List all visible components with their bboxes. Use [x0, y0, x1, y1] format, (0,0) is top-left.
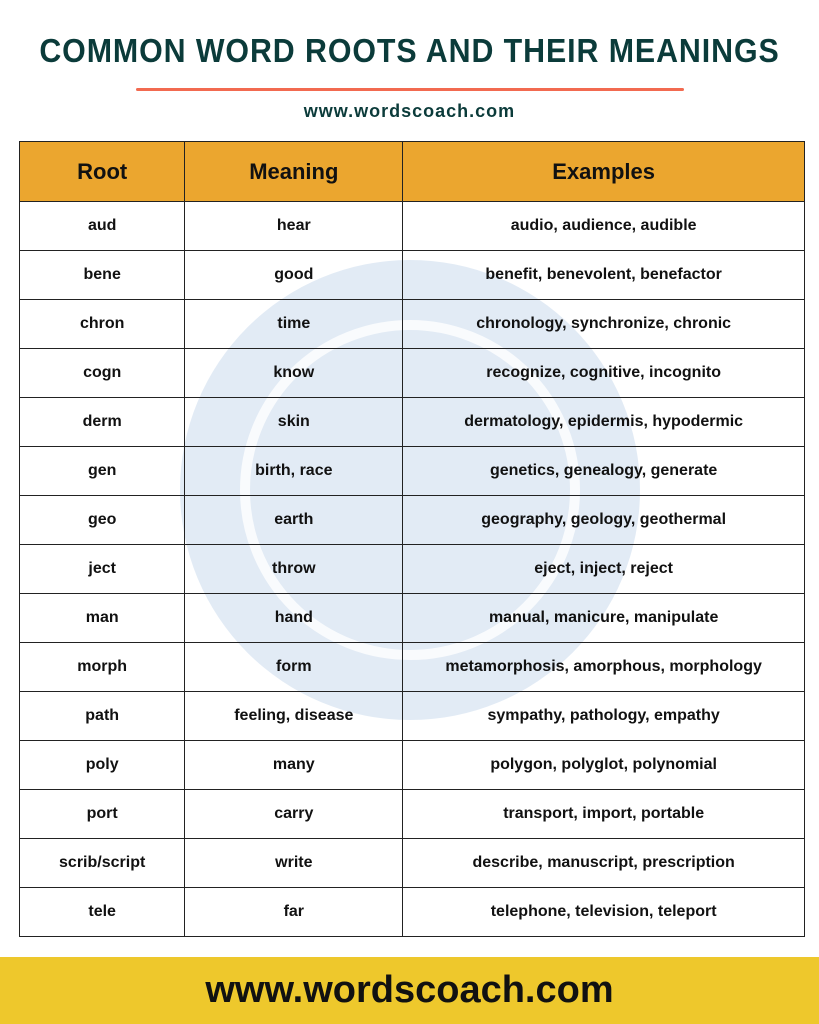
column-header-meaning: Meaning [184, 141, 404, 202]
root-cell: ject [18, 544, 186, 594]
examples-cell: metamorphosis, amorphous, morphology [402, 642, 805, 692]
table-row: ject throw eject, inject, reject [18, 544, 805, 594]
meaning-cell: good [184, 250, 404, 300]
examples-cell: polygon, polyglot, polynomial [402, 740, 805, 790]
meaning-cell: hear [184, 201, 404, 251]
examples-cell: transport, import, portable [402, 789, 805, 839]
site-url: www.wordscoach.com [303, 101, 516, 121]
meaning-cell: throw [184, 544, 404, 594]
meaning-cell: know [184, 348, 404, 398]
meaning-cell: birth, race [184, 446, 404, 496]
footer-banner: www.wordscoach.com [0, 957, 819, 1024]
table-row: port carry transport, import, portable [18, 789, 805, 839]
table-row: chron time chronology, synchronize, chroni… [18, 299, 805, 349]
root-cell: bene [18, 250, 186, 300]
root-cell: geo [18, 495, 186, 545]
root-cell: derm [18, 397, 186, 447]
root-cell: scrib/script [18, 838, 186, 888]
examples-cell: recognize, cognitive, incognito [402, 348, 805, 398]
meaning-cell: time [184, 299, 404, 349]
examples-cell: describe, manuscript, prescription [402, 838, 805, 888]
page-title: COMMON WORD ROOTS AND THEIR MEANINGS [39, 32, 780, 69]
root-cell: path [18, 691, 186, 741]
meaning-cell: form [184, 642, 404, 692]
word-roots-table: Root Meaning Examples aud hear audio, audien… [18, 141, 805, 937]
meaning-cell: many [184, 740, 404, 790]
table-row: poly many polygon, polyglot, polynomial [18, 740, 805, 790]
table-row: gen birth, race genetics, genealogy, gener… [18, 446, 805, 496]
meaning-cell: skin [184, 397, 404, 447]
root-cell: aud [18, 201, 186, 251]
meaning-cell: hand [184, 593, 404, 643]
table-row: path feeling, disease sympathy, pathology,… [18, 691, 805, 741]
root-cell: gen [18, 446, 186, 496]
meaning-cell: earth [184, 495, 404, 545]
table-row: tele far telephone, television, teleport [18, 887, 805, 937]
meaning-cell: carry [184, 789, 404, 839]
table-row: geo earth geography, geology, geothermal [18, 495, 805, 545]
column-header-root: Root [18, 141, 186, 202]
table-row: morph form metamorphosis, amorphous, morph… [18, 642, 805, 692]
examples-cell: dermatology, epidermis, hypodermic [402, 397, 805, 447]
examples-cell: benefit, benevolent, benefactor [402, 250, 805, 300]
root-cell: morph [18, 642, 186, 692]
examples-cell: manual, manicure, manipulate [402, 593, 805, 643]
table-row: bene good benefit, benevolent, benefactor [18, 250, 805, 300]
root-cell: chron [18, 299, 186, 349]
examples-cell: telephone, television, teleport [402, 887, 805, 937]
meaning-cell: write [184, 838, 404, 888]
examples-cell: geography, geology, geothermal [402, 495, 805, 545]
column-header-examples: Examples [402, 141, 805, 202]
root-cell: tele [18, 887, 186, 937]
table-row: cogn know recognize, cognitive, incognito [18, 348, 805, 398]
table-row: scrib/script write describe, manuscript, p… [18, 838, 805, 888]
examples-cell: eject, inject, reject [402, 544, 805, 594]
examples-cell: sympathy, pathology, empathy [402, 691, 805, 741]
table-row: derm skin dermatology, epidermis, hypoderm… [18, 397, 805, 447]
meaning-cell: feeling, disease [184, 691, 404, 741]
table-header-row: Root Meaning Examples [18, 141, 805, 202]
root-cell: poly [18, 740, 186, 790]
root-cell: port [18, 789, 186, 839]
examples-cell: audio, audience, audible [402, 201, 805, 251]
examples-cell: genetics, genealogy, generate [402, 446, 805, 496]
table-row: aud hear audio, audience, audible [18, 201, 805, 251]
table-row: man hand manual, manicure, manipulate [18, 593, 805, 643]
examples-cell: chronology, synchronize, chronic [402, 299, 805, 349]
title-divider [136, 88, 684, 91]
root-cell: cogn [18, 348, 186, 398]
meaning-cell: far [184, 887, 404, 937]
root-cell: man [18, 593, 186, 643]
